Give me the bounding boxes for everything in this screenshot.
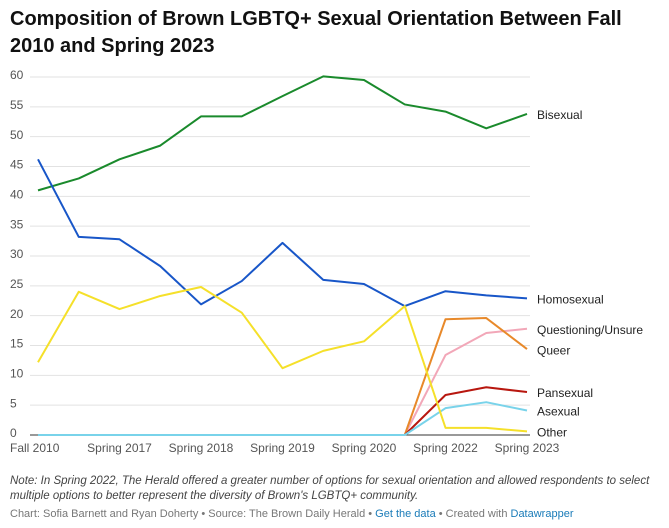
x-tick-label: Spring 2019: [250, 441, 315, 455]
series-line: [37, 75, 528, 192]
y-tick-label: 60: [10, 68, 24, 82]
y-tick-label: 5: [10, 396, 17, 410]
series-label: Questioning/Unsure: [537, 323, 643, 337]
chart-title: Composition of Brown LGBTQ+ Sexual Orien…: [10, 8, 622, 57]
y-tick-label: 40: [10, 188, 24, 202]
y-tick-label: 25: [10, 277, 24, 291]
tool-link[interactable]: Datawrapper: [510, 508, 574, 520]
x-tick-label: Spring 2023: [495, 441, 560, 455]
x-tick-label: Spring 2017: [87, 441, 152, 455]
y-tick-label: 30: [10, 247, 24, 261]
series-line: [38, 401, 528, 436]
y-tick-label: 55: [10, 98, 24, 112]
x-tick-label: Spring 2022: [413, 441, 478, 455]
note: Note: In Spring 2022, The Herald offered…: [10, 475, 650, 502]
series-line: [38, 317, 528, 436]
y-tick-label: 50: [10, 128, 24, 142]
y-tick-label: 45: [10, 158, 24, 172]
y-tick-label: 10: [10, 367, 24, 381]
credit: Chart: Sofia Barnett and Ryan Doherty • …: [10, 508, 376, 520]
series-label: Queer: [537, 343, 570, 357]
series-label: Other: [537, 426, 567, 440]
data-link[interactable]: Get the data: [375, 508, 436, 520]
series-line: [37, 158, 528, 308]
series-line: [38, 327, 528, 436]
x-tick-label: Fall 2010: [10, 441, 60, 455]
series-label: Asexual: [537, 405, 580, 419]
x-tick-label: Spring 2018: [169, 441, 234, 455]
y-tick-label: 0: [10, 426, 17, 440]
series-label: Bisexual: [537, 108, 582, 122]
y-tick-label: 35: [10, 217, 24, 231]
series-label: Homosexual: [537, 293, 604, 307]
x-tick-label: Spring 2020: [332, 441, 397, 455]
y-tick-label: 15: [10, 337, 24, 351]
series-label: Pansexual: [537, 386, 593, 400]
y-tick-label: 20: [10, 307, 24, 321]
series-line: [37, 286, 528, 433]
footer: Chart: Sofia Barnett and Ryan Doherty • …: [10, 508, 573, 520]
created: • Created with: [435, 508, 511, 520]
